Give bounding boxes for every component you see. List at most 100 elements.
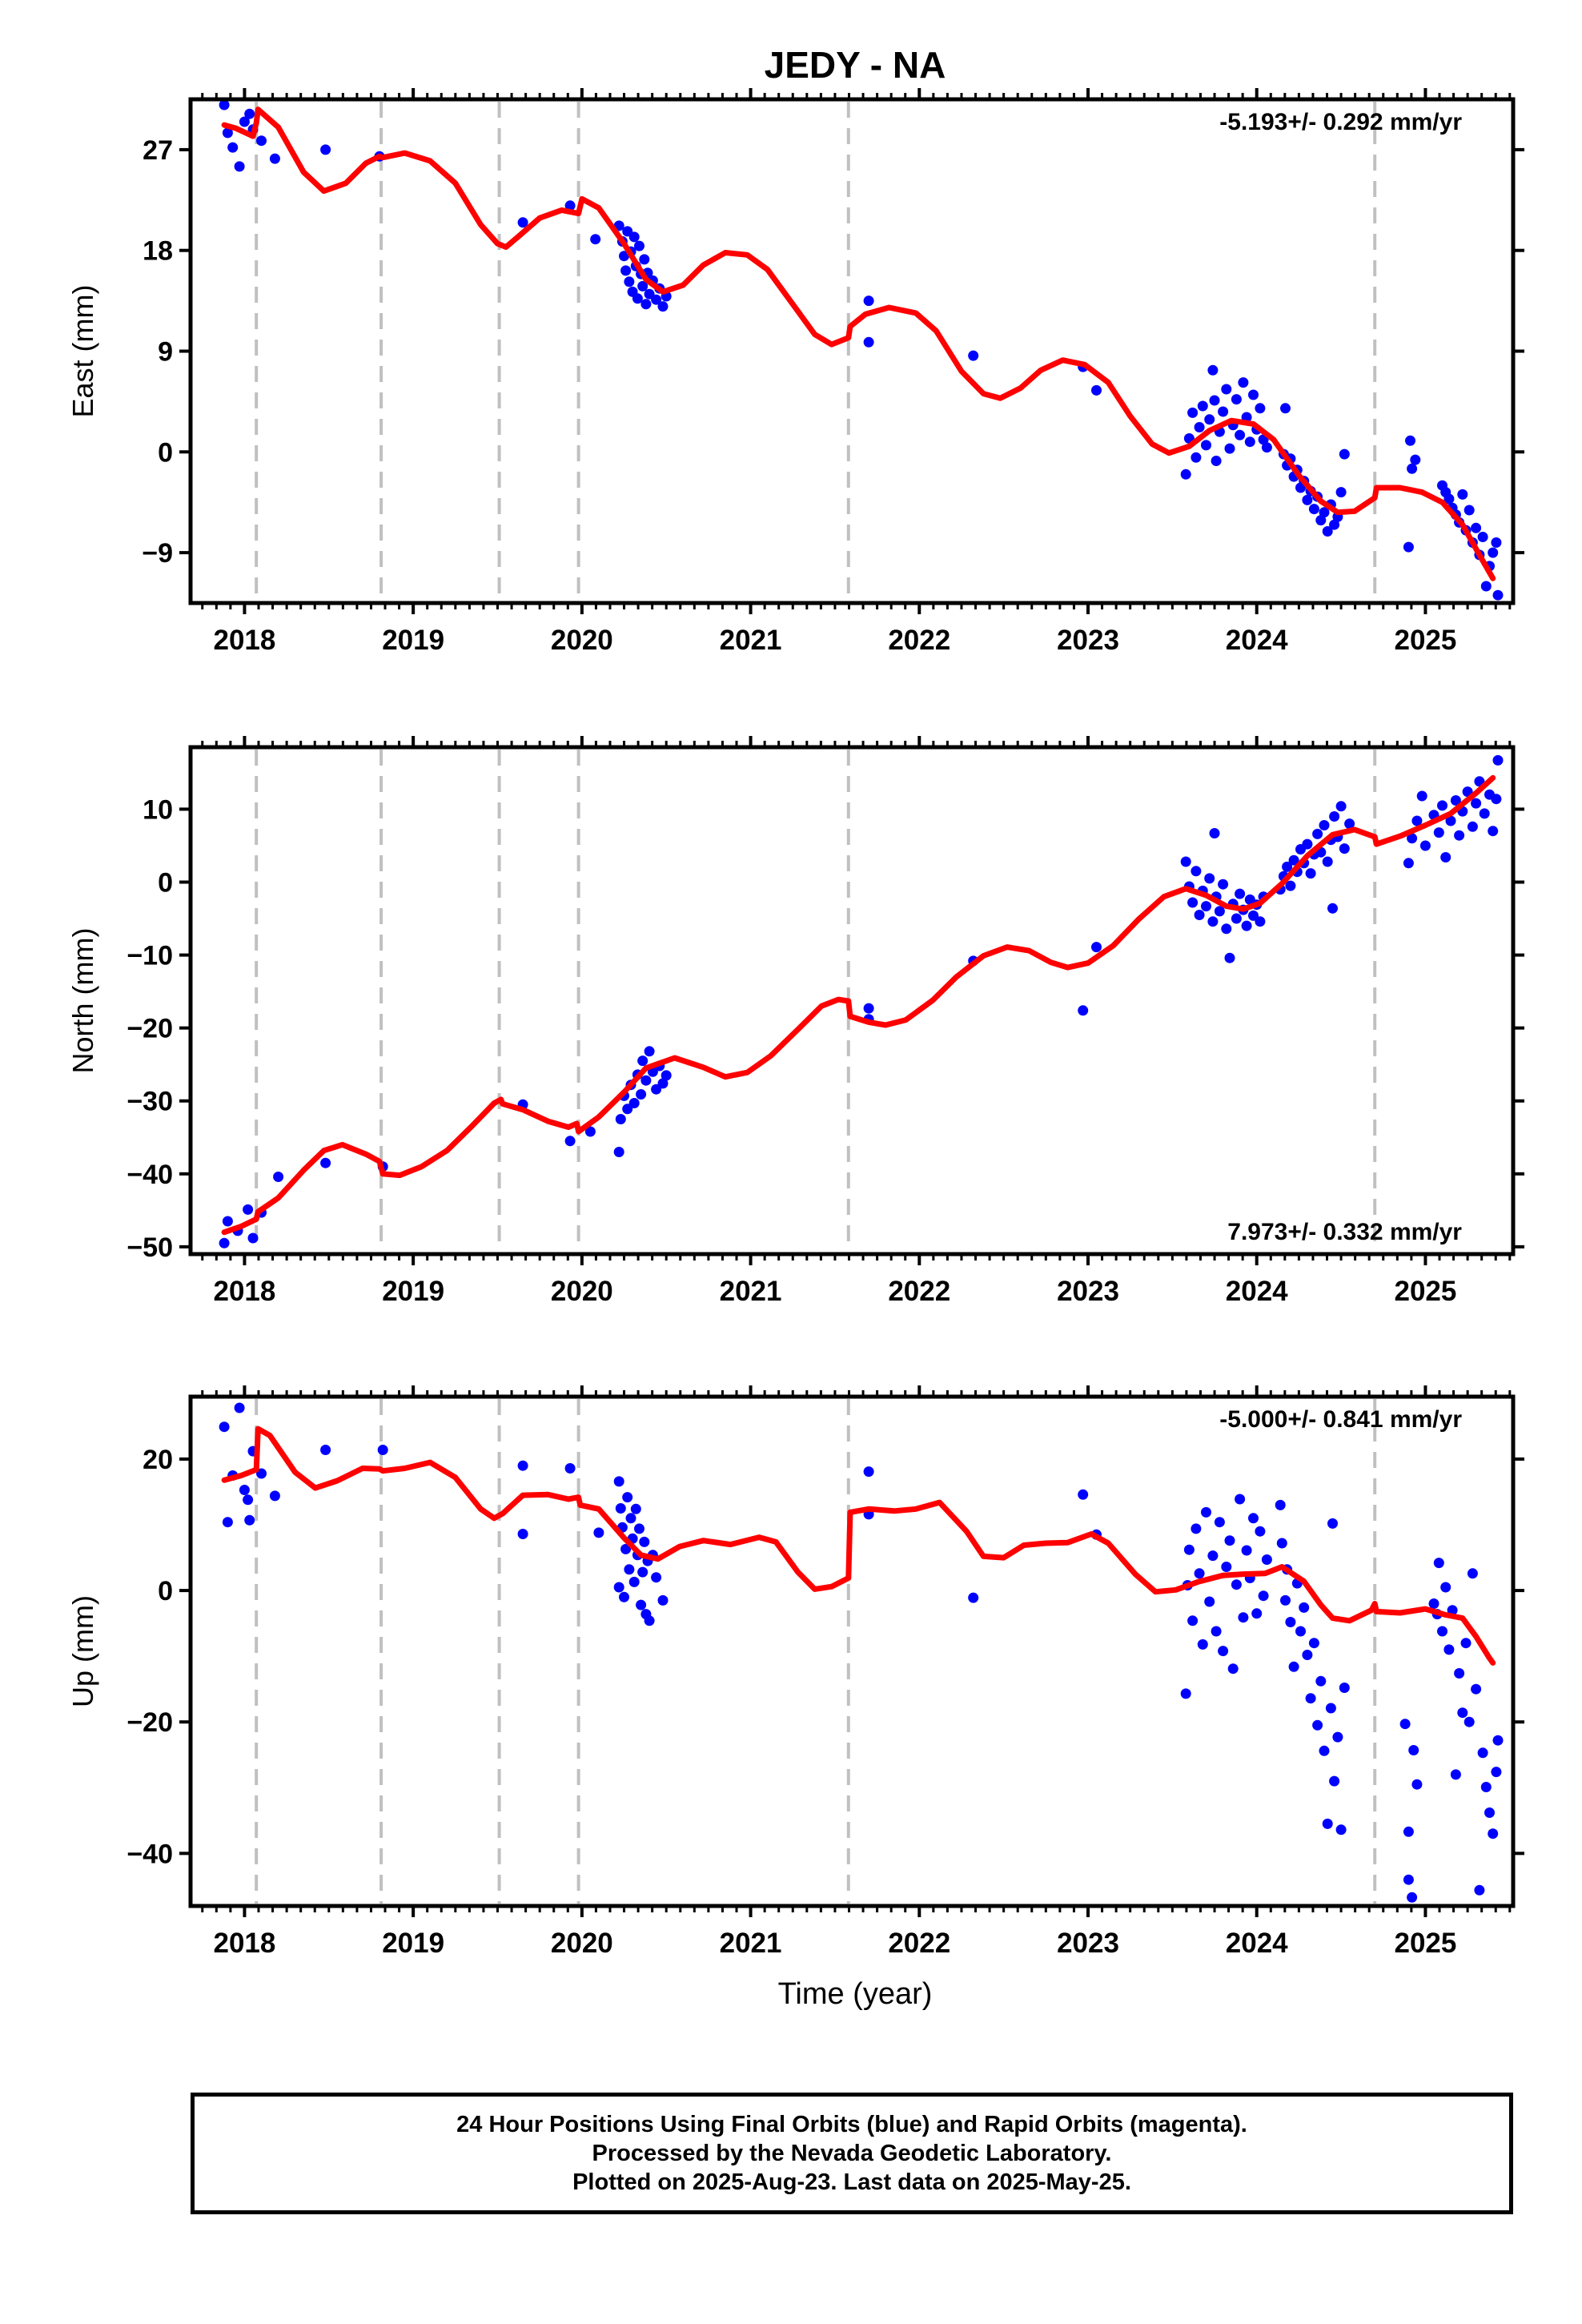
north-data-point <box>1191 866 1202 877</box>
east-xtick-label: 2018 <box>213 625 275 656</box>
north-data-point <box>1194 910 1205 920</box>
north-data-point <box>661 1070 672 1081</box>
up-data-point <box>1302 1650 1313 1660</box>
x-axis-label: Time (year) <box>778 1977 933 2011</box>
north-data-point <box>320 1157 331 1168</box>
north-data-point <box>1224 952 1235 963</box>
footer-line-3: Plotted on 2025-Aug-23. Last data on 202… <box>572 2169 1131 2195</box>
up-data-point <box>1327 1518 1338 1529</box>
north-data-point <box>628 1098 640 1108</box>
north-data-point <box>657 1078 669 1089</box>
footer-line-2: Processed by the Nevada Geodetic Laborat… <box>592 2141 1112 2166</box>
north-xtick-label: 2022 <box>888 1276 950 1307</box>
east-xtick-label: 2025 <box>1394 625 1456 656</box>
up-data-point <box>1078 1489 1089 1500</box>
north-data-point <box>1319 820 1330 830</box>
north-data-point <box>219 1237 230 1248</box>
north-data-point <box>1329 811 1340 822</box>
north-data-point <box>1305 868 1316 879</box>
north-data-point <box>863 1003 874 1014</box>
north-ytick-label: −10 <box>126 941 173 971</box>
north-data-point <box>1285 880 1296 891</box>
up-data-point <box>1403 1874 1414 1885</box>
east-data-point <box>1480 581 1492 592</box>
east-data-point <box>256 135 267 147</box>
north-data-point <box>1207 916 1219 927</box>
east-data-point <box>863 336 874 348</box>
up-data-point <box>613 1476 624 1487</box>
east-data-point <box>1194 422 1205 432</box>
east-data-point <box>590 234 601 245</box>
up-data-point <box>269 1490 280 1502</box>
east-data-point <box>620 265 632 276</box>
up-data-point <box>613 1582 624 1593</box>
up-ytick-label: −40 <box>126 1839 173 1869</box>
north-xtick-label: 2018 <box>213 1276 275 1307</box>
east-data-point <box>1248 389 1259 400</box>
north-data-point <box>1407 833 1418 844</box>
east-data-point <box>1491 537 1502 548</box>
north-data-point <box>243 1204 254 1215</box>
north-data-point <box>1288 854 1299 866</box>
north-ylabel: North (mm) <box>66 928 99 1074</box>
up-data-point <box>1261 1554 1272 1565</box>
up-data-point <box>1187 1615 1199 1626</box>
panel-up: −40 −20 0 20 2018 2019 2020 2021 2022 2023 2024 202… <box>66 1385 1524 1959</box>
east-data-point <box>234 161 245 172</box>
up-data-point <box>517 1529 528 1539</box>
up-data-point <box>1464 1716 1475 1727</box>
up-ytick-label: 0 <box>158 1576 173 1606</box>
up-data-point <box>1197 1638 1208 1650</box>
up-data-point <box>593 1527 604 1538</box>
north-data-point <box>615 1114 626 1124</box>
north-data-point <box>1241 920 1252 931</box>
up-data-point <box>1411 1779 1423 1790</box>
up-data-point <box>1403 1826 1414 1837</box>
east-data-point <box>1488 547 1499 558</box>
up-data-point <box>1207 1550 1219 1562</box>
east-data-point <box>244 108 255 119</box>
up-data-point <box>1238 1612 1249 1623</box>
up-ytick-label: 20 <box>143 1445 173 1475</box>
up-data-point <box>1194 1568 1205 1579</box>
up-data-point <box>657 1594 669 1606</box>
up-data-point <box>517 1460 528 1471</box>
east-data-point <box>1315 515 1327 526</box>
up-data-point <box>637 1566 648 1578</box>
up-data-point <box>636 1599 647 1610</box>
east-data-point <box>1221 384 1232 395</box>
up-data-point <box>1221 1562 1232 1572</box>
east-plot-frame <box>188 97 1516 605</box>
east-data-point <box>1231 394 1242 405</box>
north-data-point <box>1255 916 1266 927</box>
north-data-point <box>622 1104 633 1115</box>
north-xtick-label: 2019 <box>382 1276 444 1307</box>
north-rate-label: 7.973+/- 0.332 mm/yr <box>1227 1219 1462 1245</box>
up-data-point <box>1477 1747 1488 1759</box>
up-data-point <box>624 1564 635 1575</box>
north-data-point <box>1433 827 1444 838</box>
up-data-point <box>651 1572 662 1583</box>
north-data-point <box>1231 913 1242 924</box>
north-xtick-label: 2021 <box>720 1276 782 1307</box>
east-data-point <box>517 217 528 228</box>
up-data-point <box>615 1503 626 1514</box>
east-data-point <box>1308 504 1319 515</box>
north-data-point <box>247 1232 259 1244</box>
up-data-point <box>564 1463 576 1474</box>
up-data-point <box>1315 1675 1327 1687</box>
up-data-point <box>1276 1538 1287 1549</box>
north-data-point <box>644 1046 655 1057</box>
east-data-point <box>863 296 874 307</box>
up-data-point <box>1258 1590 1269 1602</box>
up-ytick-label: −20 <box>126 1707 173 1738</box>
north-data-point <box>1302 838 1313 850</box>
up-data-point <box>1492 1735 1504 1746</box>
up-data-point <box>620 1543 632 1554</box>
north-data-point <box>1419 840 1431 851</box>
east-data-point <box>227 142 239 153</box>
up-xtick-label: 2024 <box>1226 1928 1288 1959</box>
north-data-point <box>1467 821 1478 832</box>
east-data-point <box>1443 493 1455 505</box>
north-data-point <box>1403 858 1414 869</box>
